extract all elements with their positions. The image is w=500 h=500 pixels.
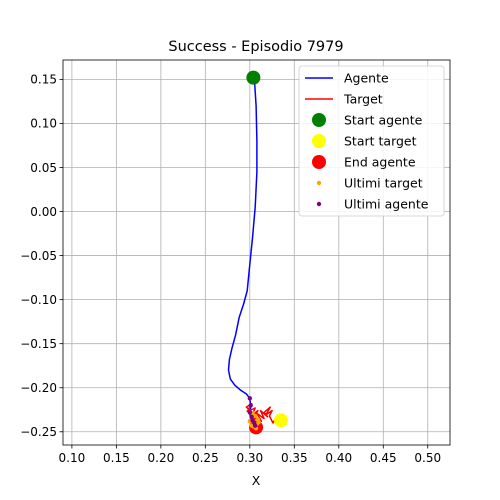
legend-swatch-end-agente [312, 155, 326, 169]
legend: Agente Target Start agente Start target End … [298, 65, 445, 217]
x-axis-label: X [252, 473, 261, 488]
x-tick-label: 0.45 [370, 451, 397, 465]
y-tick-label: −0.05 [20, 249, 57, 263]
y-tick-label: 0.05 [30, 161, 57, 175]
y-tick-label: −0.20 [20, 381, 57, 395]
point-ultimi-agente [248, 403, 253, 408]
x-tick-label: 0.10 [59, 451, 86, 465]
x-tick-label: 0.50 [414, 451, 441, 465]
point-ultimi-agente [252, 423, 258, 428]
legend-label-start-target: Start target [344, 134, 417, 149]
y-tick-label: −0.15 [20, 337, 57, 351]
series-line-agente [227, 77, 258, 428]
point-ultimi-target [256, 419, 261, 425]
point-ultimi-target [252, 413, 258, 419]
legend-swatch-start-agente [312, 113, 326, 127]
x-tick-label: 0.30 [236, 451, 263, 465]
point-ultimi-agente [247, 396, 253, 401]
x-tick-label: 0.40 [325, 451, 352, 465]
y-tick-label: −0.10 [20, 293, 57, 307]
point-ultimi-agente [247, 410, 253, 415]
x-tick-label: 0.20 [148, 451, 175, 465]
point-start-target [273, 413, 288, 428]
x-axis-ticks: 0.10 0.15 0.20 0.25 0.30 0.35 0.40 0.45 0.50 [59, 445, 441, 465]
legend-swatch-ultimi-target [316, 180, 322, 186]
plot-series [227, 70, 288, 435]
y-axis-ticks: 0.15 0.10 0.05 0.00 −0.05 −0.10 −0.15 −0.20 −0.2… [20, 73, 63, 439]
legend-swatch-ultimi-agente [316, 201, 322, 207]
legend-label-ultimi-agente: Ultimi agente [344, 197, 429, 212]
x-tick-label: 0.15 [103, 451, 130, 465]
y-tick-label: 0.10 [30, 117, 57, 131]
legend-label-target: Target [343, 92, 383, 107]
legend-label-start-agente: Start agente [344, 113, 423, 128]
y-tick-label: −0.25 [20, 425, 57, 439]
legend-swatch-start-target [312, 134, 326, 148]
y-tick-label: 0.15 [30, 73, 57, 87]
legend-box [298, 65, 445, 217]
legend-label-agente: Agente [344, 71, 389, 86]
x-tick-label: 0.35 [281, 451, 308, 465]
point-ultimi-agente [249, 414, 254, 420]
legend-label-end-agente: End agente [344, 155, 416, 170]
legend-label-ultimi-target: Ultimi target [344, 176, 423, 191]
x-tick-label: 0.25 [192, 451, 219, 465]
chart-title: Success - Episodio 7979 [168, 39, 343, 55]
plot-frame [62, 59, 451, 446]
y-axis-label: Y [0, 252, 3, 261]
point-start-agente [246, 70, 261, 85]
y-tick-label: 0.00 [30, 205, 57, 219]
